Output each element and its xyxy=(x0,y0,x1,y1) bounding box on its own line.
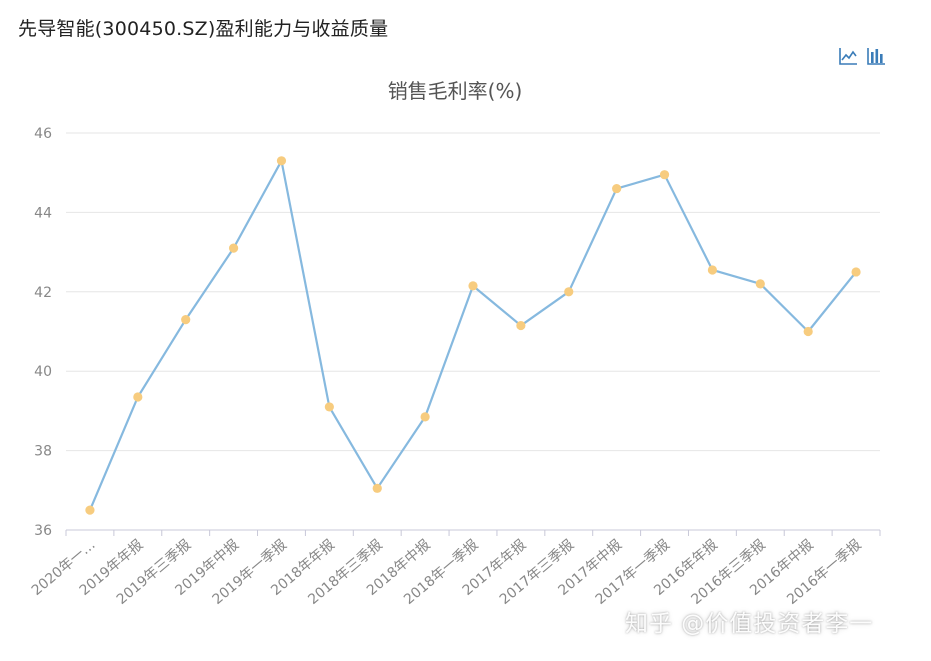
series-layer xyxy=(88,159,857,511)
data-point[interactable] xyxy=(803,326,813,337)
grid-lines xyxy=(66,132,880,531)
y-tick-label: 44 xyxy=(34,205,52,221)
y-tick-label: 46 xyxy=(34,126,52,142)
data-point[interactable] xyxy=(707,265,718,275)
line-chart-icon[interactable] xyxy=(838,46,858,66)
data-point[interactable] xyxy=(755,279,765,289)
data-point[interactable] xyxy=(516,320,526,331)
chart-title: 销售毛利率(%) xyxy=(388,79,523,103)
data-point[interactable] xyxy=(564,287,574,297)
chart-type-toolbar xyxy=(838,42,890,66)
data-point[interactable] xyxy=(228,243,239,253)
x-axis: 2020年一…2019年年报2019年三季报2019年中报2019年一季报201… xyxy=(29,529,881,608)
data-point[interactable] xyxy=(851,267,861,277)
y-axis: 36 38 40 42 44 46 xyxy=(34,126,52,539)
data-point[interactable] xyxy=(324,402,334,412)
series-line xyxy=(88,159,857,511)
data-point[interactable] xyxy=(468,281,478,291)
data-point[interactable] xyxy=(276,156,287,166)
data-point[interactable] xyxy=(659,170,670,180)
y-tick-label: 36 xyxy=(34,523,52,539)
points-layer xyxy=(85,156,861,515)
page-title: 先导智能(300450.SZ)盈利能力与收益质量 xyxy=(18,18,389,40)
data-point[interactable] xyxy=(181,314,191,325)
data-point[interactable] xyxy=(133,392,143,402)
watermark: 知乎 @价值投资者李一 xyxy=(625,611,874,637)
data-point[interactable] xyxy=(85,505,95,515)
bar-chart-icon[interactable] xyxy=(866,46,886,66)
data-point[interactable] xyxy=(612,183,622,194)
y-tick-label: 42 xyxy=(34,285,52,301)
data-point[interactable] xyxy=(372,483,382,493)
y-tick-label: 38 xyxy=(34,444,52,460)
data-point[interactable] xyxy=(420,412,430,422)
y-tick-label: 40 xyxy=(34,364,52,380)
